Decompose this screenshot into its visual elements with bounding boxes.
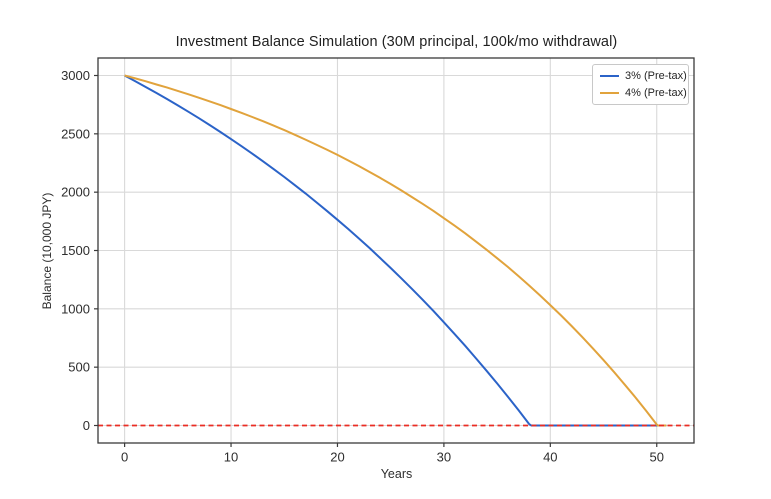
x-tick-label: 40 xyxy=(543,450,557,465)
x-axis-label: Years xyxy=(380,467,413,481)
x-tick-label: 30 xyxy=(437,450,451,465)
legend-line-sample xyxy=(600,92,619,94)
y-tick-label: 2000 xyxy=(61,185,90,200)
y-axis-label: Balance (10,000 JPY) xyxy=(40,192,54,310)
legend-entry: 4% (Pre-tax) xyxy=(600,87,687,99)
y-tick-label: 1000 xyxy=(61,301,90,316)
legend: 3% (Pre-tax) 4% (Pre-tax) xyxy=(592,64,689,105)
y-tick-label: 1500 xyxy=(61,243,90,258)
x-tick-label: 10 xyxy=(224,450,238,465)
series-line-4-pre-tax- xyxy=(124,74,667,427)
y-tick-label: 500 xyxy=(68,360,90,375)
series-line-3-pre-tax- xyxy=(124,74,667,427)
legend-label: 3% (Pre-tax) xyxy=(625,70,687,82)
x-tick-label: 20 xyxy=(330,450,344,465)
legend-entry: 3% (Pre-tax) xyxy=(600,70,687,82)
y-tick-label: 3000 xyxy=(61,68,90,83)
x-tick-label: 0 xyxy=(121,450,128,465)
legend-line-sample xyxy=(600,75,619,77)
chart-title: Investment Balance Simulation (30M princ… xyxy=(175,34,618,50)
y-tick-label: 0 xyxy=(83,418,90,433)
y-tick-label: 2500 xyxy=(61,126,90,141)
x-tick-label: 50 xyxy=(650,450,664,465)
legend-label: 4% (Pre-tax) xyxy=(625,87,687,99)
